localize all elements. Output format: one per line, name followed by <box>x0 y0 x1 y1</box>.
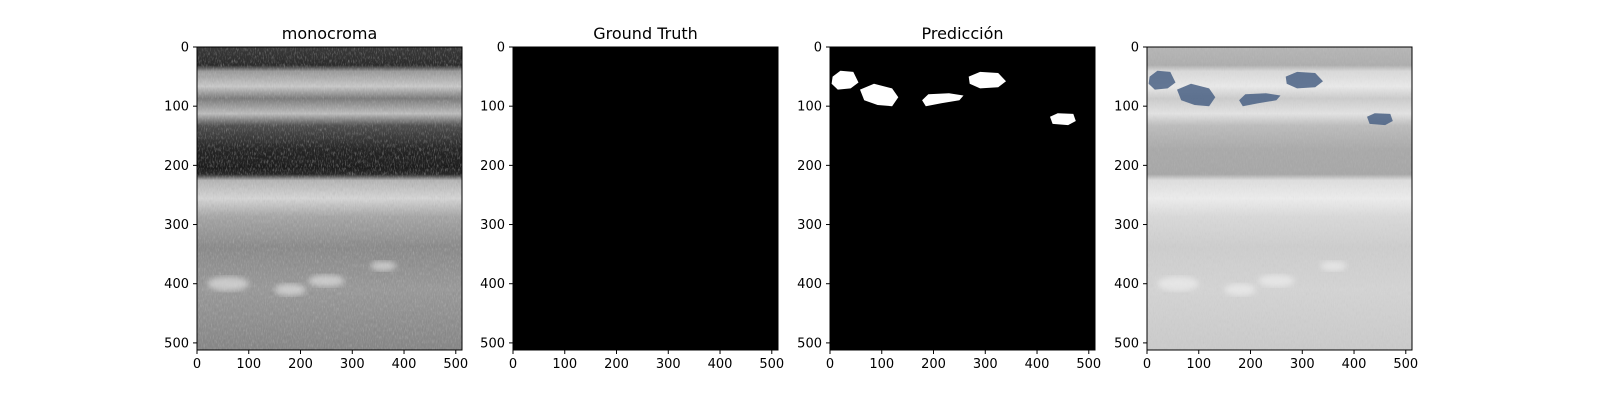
prediction-blob <box>968 71 1006 89</box>
y-tick-label: 500 <box>480 336 505 351</box>
y-tick-label: 500 <box>1114 336 1139 351</box>
overlay-blob <box>1367 113 1393 126</box>
original-image <box>197 47 462 350</box>
y-tick-label: 200 <box>797 159 822 174</box>
y-tick-label: 0 <box>497 41 505 56</box>
y-tick-label: 400 <box>164 277 189 292</box>
y-tick-label: 500 <box>797 336 822 351</box>
ground_truth-image <box>513 47 778 350</box>
x-tick-label: 400 <box>708 357 733 372</box>
y-tick-label: 300 <box>797 218 822 233</box>
y-tick-label: 300 <box>164 218 189 233</box>
x-tick-label: 200 <box>921 357 946 372</box>
panel-ground_truth: Ground Truth 0 100 200 300 400 500 0 100 200 300 40… <box>480 24 784 372</box>
y-tick-label: 0 <box>1131 41 1139 56</box>
prediction-blob <box>860 83 899 107</box>
panel-title: monocroma <box>282 24 378 43</box>
x-tick-label: 300 <box>340 357 365 372</box>
echo-spot <box>308 274 345 287</box>
x-tick-label: 300 <box>1290 357 1315 372</box>
overlay-blob <box>1239 93 1281 107</box>
y-tick-label: 100 <box>164 100 189 115</box>
panel-title: Predicción <box>921 24 1003 43</box>
panel-title: Ground Truth <box>593 24 698 43</box>
y-tick-label: 100 <box>797 100 822 115</box>
x-tick-label: 400 <box>392 357 417 372</box>
y-tick-label: 400 <box>797 277 822 292</box>
y-tick-label: 300 <box>480 218 505 233</box>
y-tick-label: 400 <box>480 277 505 292</box>
prediction-blob <box>922 93 964 107</box>
y-tick-label: 400 <box>1114 277 1139 292</box>
echo-spot <box>1224 283 1256 296</box>
y-tick-label: 0 <box>814 41 822 56</box>
x-tick-label: 0 <box>826 357 834 372</box>
y-tick-label: 100 <box>480 100 505 115</box>
y-tick-label: 500 <box>164 336 189 351</box>
prediction-blob <box>831 70 859 90</box>
x-tick-label: 300 <box>973 357 998 372</box>
y-tick-label: 200 <box>480 159 505 174</box>
x-tick-label: 500 <box>759 357 784 372</box>
axes-frame <box>1146 46 1413 351</box>
axes-frame <box>512 46 779 351</box>
x-tick-label: 200 <box>288 357 313 372</box>
echo-spot <box>1157 276 1199 291</box>
x-tick-label: 0 <box>193 357 201 372</box>
overlay-blob <box>1285 71 1323 89</box>
x-tick-label: 300 <box>656 357 681 372</box>
echo-spot <box>274 283 306 296</box>
x-tick-label: 200 <box>604 357 629 372</box>
x-tick-label: 500 <box>1076 357 1101 372</box>
x-tick-label: 100 <box>236 357 261 372</box>
y-tick-label: 200 <box>164 159 189 174</box>
x-tick-label: 500 <box>1393 357 1418 372</box>
echo-spot <box>1320 261 1347 271</box>
panel-original: monocroma 0 100 200 300 400 500 0 100 200 300 400 50… <box>164 24 468 372</box>
x-tick-label: 100 <box>1186 357 1211 372</box>
overlay-blob <box>1177 83 1216 107</box>
x-tick-label: 100 <box>552 357 577 372</box>
x-tick-label: 200 <box>1238 357 1263 372</box>
x-tick-label: 0 <box>509 357 517 372</box>
panel-prediction: Predicción 0 100 200 300 400 500 0 100 200 300 400 5… <box>797 24 1101 372</box>
panel-overlay: 0 100 200 300 400 500 0 100 200 300 400 500 <box>1114 41 1418 373</box>
axes-frame <box>829 46 1096 351</box>
x-tick-label: 400 <box>1342 357 1367 372</box>
overlay-blob <box>1148 70 1176 90</box>
echo-spot <box>1258 274 1295 287</box>
x-tick-label: 500 <box>443 357 468 372</box>
prediction-blob <box>1050 113 1076 126</box>
y-tick-label: 200 <box>1114 159 1139 174</box>
x-tick-label: 100 <box>869 357 894 372</box>
echo-spot <box>207 276 249 291</box>
axes-frame <box>196 46 463 351</box>
y-tick-label: 100 <box>1114 100 1139 115</box>
x-tick-label: 0 <box>1143 357 1151 372</box>
echo-spot <box>370 261 397 271</box>
y-tick-label: 300 <box>1114 218 1139 233</box>
y-tick-label: 0 <box>181 41 189 56</box>
x-tick-label: 400 <box>1025 357 1050 372</box>
